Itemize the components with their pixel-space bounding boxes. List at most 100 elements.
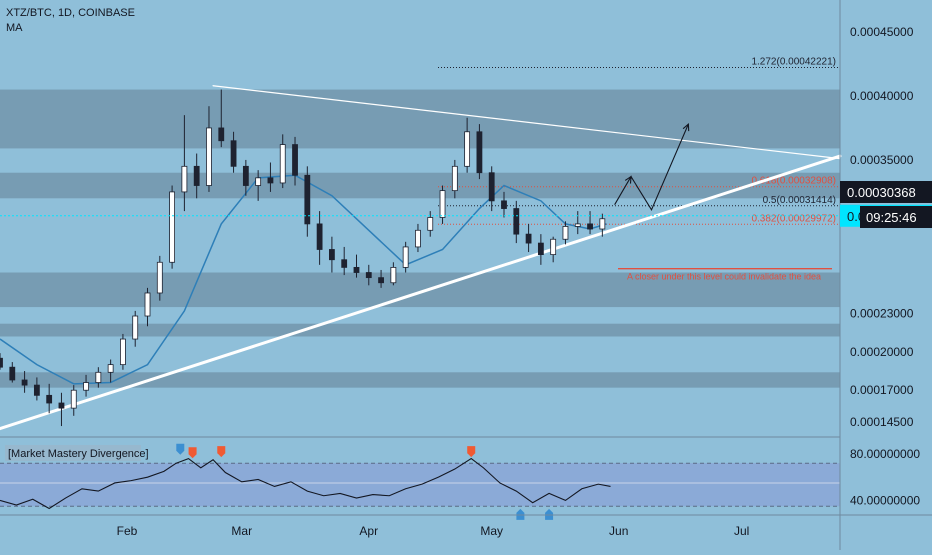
projection-path[interactable] [614,123,689,212]
candle-body [574,223,581,227]
symbol-title[interactable]: XTZ/BTC, 1D, COINBASE [6,7,135,19]
candle [132,310,139,347]
divergence-marker[interactable] [545,508,554,520]
projection-arrowhead[interactable] [682,122,690,132]
fib-level-label: 0.382(0.00029972) [751,213,836,224]
candle-body [58,402,65,409]
divergence-marker[interactable] [188,447,197,459]
trendline[interactable] [0,154,842,431]
candle [415,223,421,253]
candle [341,246,348,276]
price-zone [0,172,840,199]
candle-body [230,140,237,167]
candle-body [242,165,249,186]
candle [329,236,335,273]
divergence-marker[interactable] [176,443,185,455]
candle [58,392,65,427]
candle [562,221,569,245]
candle-body [316,223,323,250]
candle [156,255,163,301]
candle [501,191,507,218]
candle-body [439,190,446,218]
candle-body [120,338,126,366]
candle-body [341,259,348,268]
candle-body [83,382,89,391]
candle [292,136,298,186]
countdown-tag[interactable] [860,206,932,228]
projection-arrowhead[interactable] [624,175,632,184]
candle [255,170,262,201]
countdown-value[interactable]: 09:25:46 [866,210,917,225]
divergence-marker[interactable] [217,446,226,458]
candle-body [169,191,175,263]
candle [378,269,384,288]
price-zone [0,89,840,149]
fib-level-label: 1.272(0.00042221) [751,57,836,68]
secondary-price-value[interactable]: 0.00030368 [847,185,916,200]
secondary-price-tag[interactable] [840,181,932,203]
candle-body [464,131,471,167]
candle-body [95,371,102,383]
candle [95,367,102,388]
candle [242,159,249,196]
candle-body [255,177,262,186]
candle-body [33,384,40,396]
candle [574,211,581,235]
candle-body [378,277,384,284]
candlesticks [0,89,606,427]
candle-body [353,266,360,273]
oscillator-pane[interactable]: [Market Mastery Divergence] [0,436,840,520]
fib-level-label: 0.5(0.00031414) [763,195,836,206]
candle [439,185,446,224]
price-tick-label: 0.00045000 [850,25,914,39]
time-tick-label: Jul [734,524,749,538]
ma-indicator-label[interactable]: MA [6,22,23,34]
candle [513,200,520,244]
candle-body [107,364,114,373]
candle-body [427,217,434,231]
candle [488,166,495,212]
candle [193,153,200,199]
candle [353,254,360,278]
candle-body [513,208,520,235]
candle-body [292,144,298,176]
candle-body [329,249,335,261]
candle-body [70,389,77,409]
oscillator-tick-label: 40.00000000 [850,493,920,507]
divergence-marker[interactable] [467,446,476,458]
invalidation-annotation[interactable]: A closer under this level could invalida… [618,268,832,282]
price-tick-label: 0.00035000 [850,153,914,167]
divergence-marker[interactable] [516,508,525,520]
trendline[interactable] [212,85,841,160]
trendlines[interactable] [0,85,842,431]
candle [21,371,28,393]
candle-body [193,165,200,186]
candle [550,236,557,263]
candle-body [206,127,212,186]
candle-body [156,261,163,294]
candle [316,211,323,265]
candle-body [415,229,421,248]
candle-body [0,357,3,368]
candle [144,287,151,327]
candle-body [550,238,557,256]
candle-body [488,172,495,202]
candle [46,383,53,414]
candle [0,353,3,370]
candle-body [476,131,483,174]
candle-body [267,177,274,184]
projection-arrows[interactable] [614,122,690,212]
time-tick-label: Jun [609,524,628,538]
price-tick-label: 0.00040000 [850,89,914,103]
oscillator-name[interactable]: [Market Mastery Divergence] [8,448,149,460]
oscillator-name-box [5,445,141,461]
candle [33,377,40,401]
candle-body [562,226,569,240]
candle-body [132,315,139,340]
candle [525,223,532,253]
price-tick-label: 0.00017000 [850,383,914,397]
candle [267,162,274,192]
candle-body [21,379,28,386]
